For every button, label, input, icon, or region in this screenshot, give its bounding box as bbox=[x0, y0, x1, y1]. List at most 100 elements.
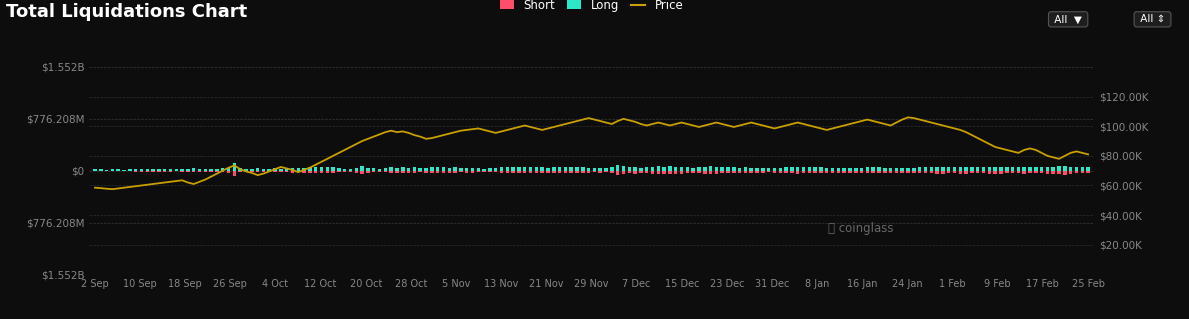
Bar bbox=[163, 169, 166, 171]
Bar bbox=[801, 167, 805, 171]
Bar bbox=[755, 168, 759, 171]
Bar bbox=[936, 167, 939, 171]
Bar bbox=[837, 168, 841, 171]
Bar bbox=[1081, 171, 1084, 173]
Bar bbox=[453, 171, 457, 173]
Bar bbox=[813, 167, 817, 171]
Bar bbox=[952, 171, 956, 173]
Bar bbox=[169, 171, 172, 172]
Bar bbox=[203, 171, 207, 172]
Bar bbox=[825, 171, 829, 173]
Bar bbox=[988, 167, 992, 171]
Bar bbox=[326, 171, 329, 173]
Bar bbox=[668, 171, 672, 174]
Bar bbox=[366, 171, 370, 173]
Bar bbox=[354, 168, 358, 171]
Bar bbox=[384, 168, 388, 171]
Bar bbox=[372, 171, 376, 172]
Bar bbox=[924, 171, 927, 174]
Bar bbox=[390, 171, 392, 173]
Bar bbox=[407, 168, 410, 171]
Bar bbox=[883, 171, 887, 173]
Bar bbox=[738, 171, 742, 173]
Bar bbox=[634, 171, 637, 174]
Bar bbox=[610, 167, 614, 171]
Bar bbox=[250, 171, 253, 172]
Bar bbox=[779, 168, 782, 171]
Bar bbox=[819, 167, 823, 171]
Bar bbox=[256, 171, 259, 172]
Bar bbox=[964, 167, 968, 171]
Bar bbox=[993, 167, 996, 171]
Bar bbox=[662, 171, 666, 174]
Bar bbox=[175, 169, 178, 171]
Bar bbox=[296, 171, 300, 172]
Text: All ⇕: All ⇕ bbox=[1137, 14, 1169, 24]
Bar bbox=[221, 168, 225, 171]
Bar bbox=[575, 171, 579, 173]
Bar bbox=[644, 171, 648, 173]
Bar bbox=[674, 167, 678, 171]
Bar bbox=[958, 171, 962, 174]
Bar bbox=[187, 171, 190, 172]
Bar bbox=[541, 171, 543, 173]
Bar bbox=[952, 167, 956, 171]
Bar bbox=[262, 168, 265, 171]
Text: 🐻 coinglass: 🐻 coinglass bbox=[828, 222, 893, 235]
Bar bbox=[1005, 167, 1008, 171]
Bar bbox=[1011, 171, 1014, 173]
Bar bbox=[894, 171, 898, 173]
Bar bbox=[517, 167, 521, 171]
Bar bbox=[505, 171, 509, 173]
Bar bbox=[570, 171, 573, 173]
Bar bbox=[523, 167, 527, 171]
Bar bbox=[755, 171, 759, 173]
Bar bbox=[122, 170, 126, 171]
Bar bbox=[936, 171, 939, 174]
Bar bbox=[993, 171, 996, 174]
Bar bbox=[795, 171, 799, 174]
Bar bbox=[233, 171, 237, 176]
Bar bbox=[436, 171, 440, 173]
Bar bbox=[314, 167, 317, 171]
Bar bbox=[517, 171, 521, 173]
Bar bbox=[197, 171, 201, 172]
Bar bbox=[872, 171, 875, 174]
Bar bbox=[227, 171, 231, 173]
Bar bbox=[697, 171, 700, 174]
Bar bbox=[395, 171, 398, 173]
Bar bbox=[889, 171, 893, 173]
Bar bbox=[372, 168, 376, 171]
Bar bbox=[1051, 167, 1055, 171]
Bar bbox=[732, 171, 736, 174]
Bar bbox=[279, 171, 283, 172]
Bar bbox=[889, 168, 893, 171]
Bar bbox=[546, 171, 549, 173]
Bar bbox=[894, 168, 898, 171]
Bar bbox=[866, 167, 869, 171]
Bar bbox=[342, 169, 346, 171]
Bar bbox=[662, 167, 666, 171]
Bar bbox=[656, 166, 660, 171]
Bar bbox=[203, 168, 207, 171]
Bar bbox=[1040, 167, 1044, 171]
Bar bbox=[262, 171, 265, 172]
Bar bbox=[1023, 171, 1026, 174]
Bar bbox=[843, 168, 845, 171]
Bar bbox=[656, 171, 660, 174]
Bar bbox=[139, 169, 143, 171]
Bar bbox=[447, 168, 451, 171]
Bar bbox=[587, 171, 591, 173]
Bar bbox=[598, 168, 602, 171]
Bar bbox=[413, 167, 416, 171]
Bar bbox=[692, 171, 694, 173]
Bar bbox=[145, 171, 149, 172]
Bar bbox=[529, 171, 533, 173]
Bar bbox=[697, 167, 700, 171]
Bar bbox=[221, 171, 225, 172]
Bar bbox=[348, 169, 352, 171]
Bar bbox=[134, 169, 138, 171]
Bar bbox=[401, 167, 404, 171]
Bar bbox=[181, 171, 184, 172]
Bar bbox=[982, 167, 986, 171]
